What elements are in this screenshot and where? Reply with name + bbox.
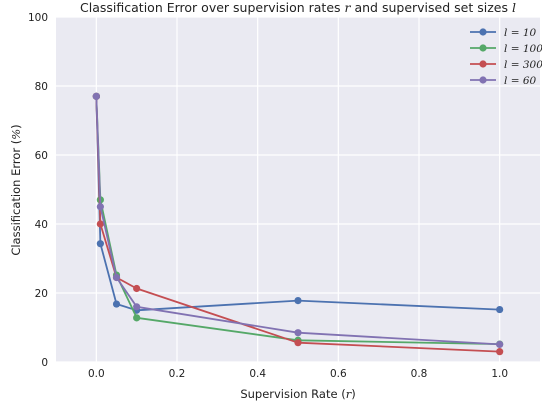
y-axis-label: Classification Error (%) (9, 124, 23, 255)
x-tick-label: 0.0 (88, 368, 105, 380)
y-tick-label: 0 (41, 357, 48, 369)
x-tick-label: 0.4 (249, 368, 266, 380)
data-point-l10 (294, 296, 302, 305)
data-point-l60 (133, 303, 141, 311)
tick-labels: 0.0 0.2 0.4 0.6 0.8 1.0 0 20 40 60 80 100 (28, 12, 508, 380)
chart-title: Classification Error over supervision ra… (80, 0, 516, 15)
x-tick-label: 0.6 (330, 368, 347, 380)
y-tick-label: 60 (35, 150, 48, 162)
y-tick-label: 20 (35, 288, 48, 300)
data-point-l10 (496, 305, 504, 314)
series-line-l60 (95, 96, 500, 346)
data-point-l60 (96, 203, 104, 211)
legend-label-l100: l = 100 (504, 43, 542, 55)
data-point-l10 (96, 240, 104, 248)
legend-label-l10: l = 10 (504, 27, 537, 39)
grid (56, 16, 540, 363)
data-point-l10 (112, 300, 121, 308)
data-point-l60 (112, 273, 121, 282)
data-point-l300 (96, 220, 104, 228)
legend-marker-l10 (479, 28, 487, 36)
x-axis-label: Supervision Rate (r) (240, 387, 355, 401)
x-tick-label: 1.0 (491, 368, 508, 380)
legend-label-l300: l = 300 (504, 59, 542, 71)
series-lines (92, 92, 504, 356)
x-tick-label: 0.8 (411, 368, 428, 380)
plot-area (56, 17, 540, 362)
legend-marker-l60 (479, 76, 487, 84)
x-tick-label: 0.2 (169, 368, 186, 380)
legend-label-l60: l = 60 (504, 75, 537, 87)
legend-marker-l300 (479, 60, 487, 68)
data-point-l300 (496, 348, 504, 356)
data-point-l60 (294, 329, 302, 337)
data-point-l300 (294, 339, 302, 347)
data-point-l60 (92, 92, 100, 100)
data-point-l60 (496, 340, 504, 349)
data-point-l300 (133, 284, 141, 293)
data-point-l100 (133, 314, 141, 322)
y-tick-label: 100 (28, 12, 48, 24)
y-tick-label: 40 (35, 219, 48, 231)
y-tick-label: 80 (35, 81, 48, 93)
legend: l = 10 l = 100 l = 300 l = 60 (470, 27, 542, 87)
legend-marker-l100 (479, 44, 487, 52)
